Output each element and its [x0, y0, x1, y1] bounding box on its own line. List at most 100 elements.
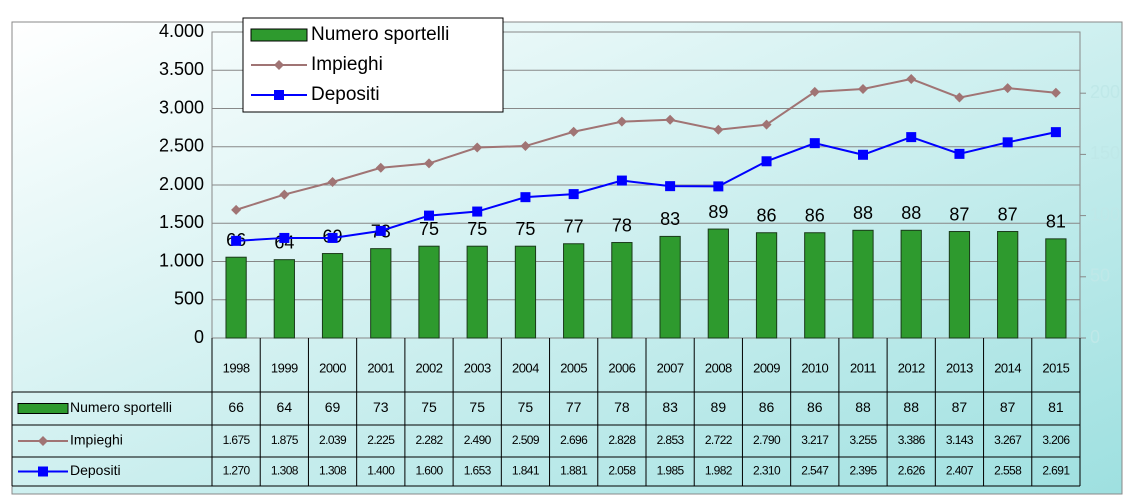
y-tick-label: 1.000 — [159, 250, 204, 270]
table-cell: 2.407 — [946, 464, 974, 478]
table-cell: 2.828 — [608, 433, 636, 447]
data-label: 89 — [708, 202, 728, 222]
bar — [1045, 238, 1067, 339]
table-cell: 2.558 — [994, 464, 1022, 478]
table-cell: 2.058 — [608, 464, 636, 478]
marker — [568, 126, 579, 137]
x-tick-label: 2006 — [608, 360, 635, 375]
table-cell: 3.143 — [946, 433, 974, 447]
marker — [665, 181, 676, 192]
marker — [906, 73, 917, 84]
table-cell: 75 — [469, 399, 485, 415]
data-label: 87 — [949, 204, 969, 224]
x-tick-label: 2002 — [416, 360, 443, 375]
table-cell: 1.985 — [657, 464, 685, 478]
x-tick-label: 1999 — [271, 360, 298, 375]
bar — [370, 248, 392, 339]
y2-tick-label: 0 — [1090, 327, 1100, 347]
table-cell: 87 — [952, 399, 968, 415]
data-label: 86 — [805, 205, 825, 225]
bar — [707, 228, 729, 339]
bar — [321, 253, 344, 339]
x-tick-label: 2014 — [994, 360, 1021, 375]
table-cell: 1.881 — [560, 464, 588, 478]
table-cell: 77 — [566, 399, 582, 415]
table-cell: 78 — [614, 399, 630, 415]
bar — [804, 232, 826, 339]
line — [235, 77, 1056, 211]
data-label: 88 — [901, 203, 921, 223]
y-tick-label: 3.500 — [159, 59, 204, 79]
data-label: 75 — [515, 219, 535, 239]
table-cell: 2.691 — [1042, 464, 1070, 478]
marker — [809, 138, 820, 149]
legend-label: Depositi — [311, 84, 380, 105]
x-tick-label: 2011 — [850, 360, 876, 375]
table-cell: 2.696 — [560, 433, 588, 447]
x-tick-label: 2005 — [560, 360, 587, 375]
table-cell: 1.308 — [271, 464, 299, 478]
bar — [900, 229, 922, 339]
table-cell: 2.509 — [512, 433, 540, 447]
x-tick-label: 2004 — [512, 360, 539, 375]
table-cell: 87 — [1000, 399, 1016, 415]
marker — [231, 204, 242, 215]
table-cell: 1.270 — [223, 464, 251, 478]
y2-tick-label: 150 — [1090, 143, 1120, 163]
marker — [713, 124, 724, 135]
table-cell: 2.282 — [415, 433, 443, 447]
table-cell: 3.386 — [898, 433, 926, 447]
table-cell: 2.395 — [849, 464, 877, 478]
marker — [954, 148, 965, 159]
table-cell: 2.626 — [898, 464, 926, 478]
table-cell: 66 — [228, 399, 244, 415]
table-key-marker — [38, 466, 48, 477]
legend-label: Impieghi — [311, 54, 383, 75]
table-cell: 86 — [759, 399, 775, 415]
marker — [279, 189, 290, 200]
data-label: 78 — [612, 215, 632, 235]
bar — [997, 231, 1019, 339]
table-cell: 2.490 — [464, 433, 492, 447]
marker — [906, 132, 917, 143]
marker — [713, 181, 724, 192]
table-cell: 2.039 — [319, 433, 347, 447]
marker — [665, 114, 676, 125]
table-cell: 3.255 — [849, 433, 877, 447]
marker — [375, 162, 386, 173]
table-cell: 69 — [325, 399, 341, 415]
bar — [225, 256, 247, 339]
table-key-marker — [38, 436, 48, 446]
y-tick-label: 2.000 — [159, 174, 204, 194]
marker — [809, 86, 820, 97]
marker — [231, 235, 242, 246]
legend-key-marker — [274, 90, 284, 100]
table-cell: 1.400 — [367, 464, 395, 478]
y2-tick-label: 50 — [1090, 266, 1110, 286]
table-cell: 1.875 — [271, 433, 299, 447]
marker — [327, 232, 338, 243]
bar — [563, 243, 585, 339]
x-tick-label: 2010 — [801, 360, 828, 375]
bar — [466, 245, 488, 339]
bar — [755, 232, 778, 339]
x-tick-label: 1998 — [223, 360, 250, 375]
marker — [520, 192, 531, 203]
table-cell: 2.790 — [753, 433, 781, 447]
marker — [472, 142, 483, 153]
data-label: 77 — [564, 217, 584, 237]
data-label: 83 — [660, 209, 680, 229]
data-label: 75 — [467, 219, 487, 239]
x-tick-label: 2009 — [753, 360, 780, 375]
table-cell: 3.217 — [801, 433, 829, 447]
y-tick-label: 1.500 — [159, 212, 204, 232]
table-cell: 1.982 — [705, 464, 733, 478]
table-cell: 3.267 — [994, 433, 1022, 447]
table-series-name: Impieghi — [70, 432, 123, 448]
marker — [954, 92, 965, 103]
x-tick-label: 2008 — [705, 360, 732, 375]
bar — [659, 235, 681, 339]
table-cell: 1.675 — [223, 433, 251, 447]
table-cell: 88 — [903, 399, 919, 415]
marker — [1050, 127, 1061, 138]
